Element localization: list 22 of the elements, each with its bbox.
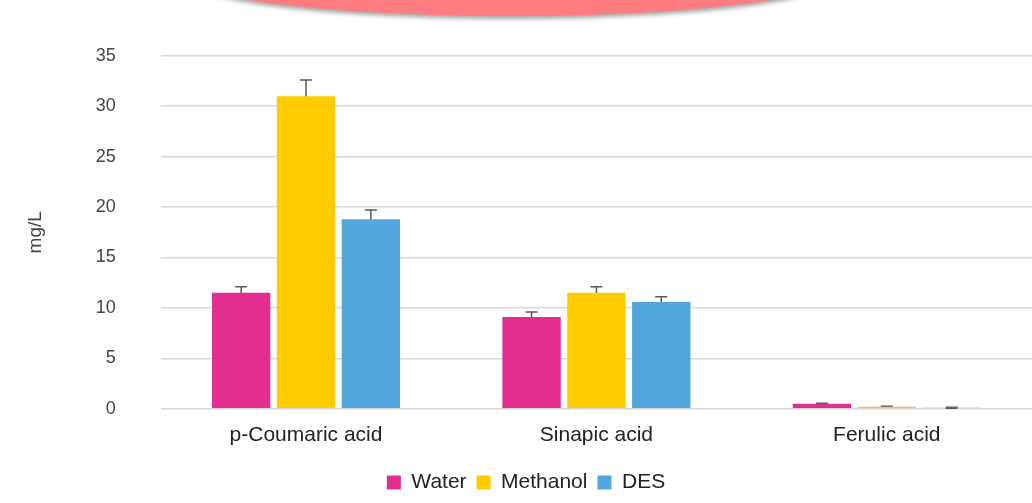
bar <box>792 403 852 409</box>
y-tick-label: 0 <box>105 397 116 418</box>
bar <box>632 301 691 409</box>
y-tick-label: 10 <box>95 296 116 317</box>
x-tick-label: Sinapic acid <box>539 422 654 446</box>
bar <box>276 96 336 409</box>
y-tick-label: 30 <box>95 95 116 116</box>
y-tick-label: 25 <box>95 145 116 166</box>
bar <box>502 317 561 409</box>
bar <box>567 292 626 409</box>
bar <box>211 292 271 409</box>
y-tick-label: 5 <box>105 347 116 368</box>
y-tick-label: 20 <box>95 196 116 217</box>
y-axis-title: mg/L <box>23 211 45 254</box>
x-tick-label: p-Coumaric acid <box>229 422 383 446</box>
y-tick-label: 35 <box>95 44 116 65</box>
bar <box>341 219 401 409</box>
x-tick-label: Ferulic acid <box>833 422 941 446</box>
legend-label: DES <box>621 469 666 493</box>
legend-label: Methanol <box>501 469 588 493</box>
legend-label: Water <box>411 469 467 493</box>
y-tick-label: 15 <box>95 246 116 267</box>
